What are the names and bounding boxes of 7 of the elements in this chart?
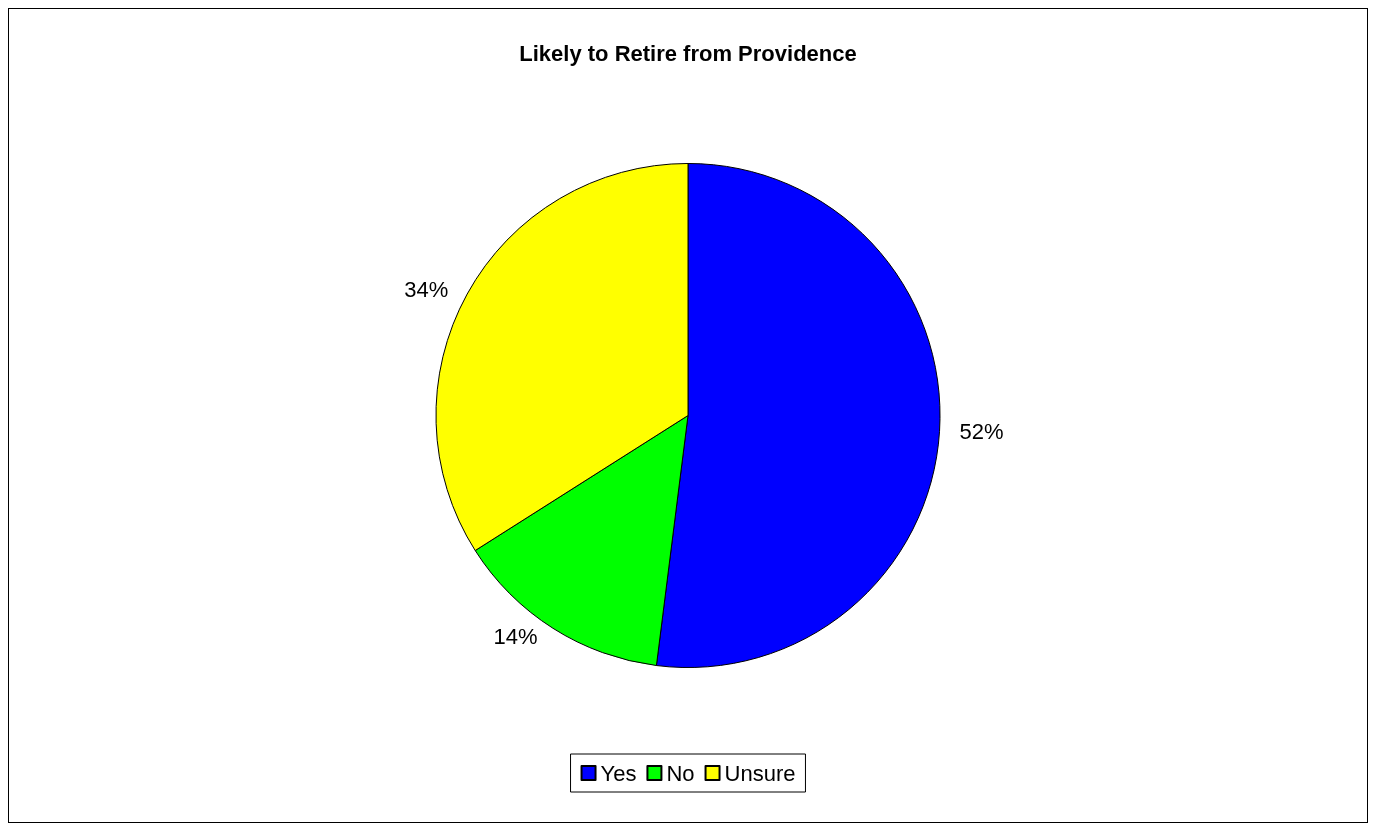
chart-title: Likely to Retire from Providence (519, 40, 857, 66)
data-label: 52% (959, 419, 1004, 445)
data-label: 34% (404, 276, 449, 302)
legend-label: No (666, 760, 695, 786)
data-label: 14% (493, 624, 538, 650)
legend-label: Unsure (724, 760, 796, 786)
legend-label: Yes (600, 760, 637, 786)
